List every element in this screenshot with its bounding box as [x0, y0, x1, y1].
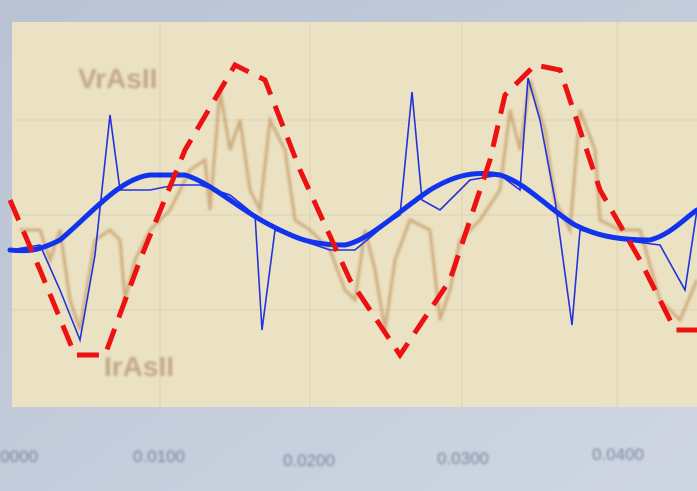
x-tick-label: 0.0400: [592, 445, 644, 464]
x-tick-label: 0.0300: [437, 449, 489, 468]
page: {"screen": {"labels": ["VrAsII", "IrAsII…: [0, 0, 697, 491]
x-tick-label: 0.0000: [0, 447, 38, 466]
x-tick-label: 0.0100: [133, 447, 185, 466]
voltage-label: VrAsII: [78, 63, 157, 94]
photo: VrAsII IrAsII 0.0000 0.0100 0.0200 0.030…: [0, 0, 697, 491]
current-label: IrAsII: [104, 351, 174, 382]
x-tick-label: 0.0200: [283, 451, 335, 470]
